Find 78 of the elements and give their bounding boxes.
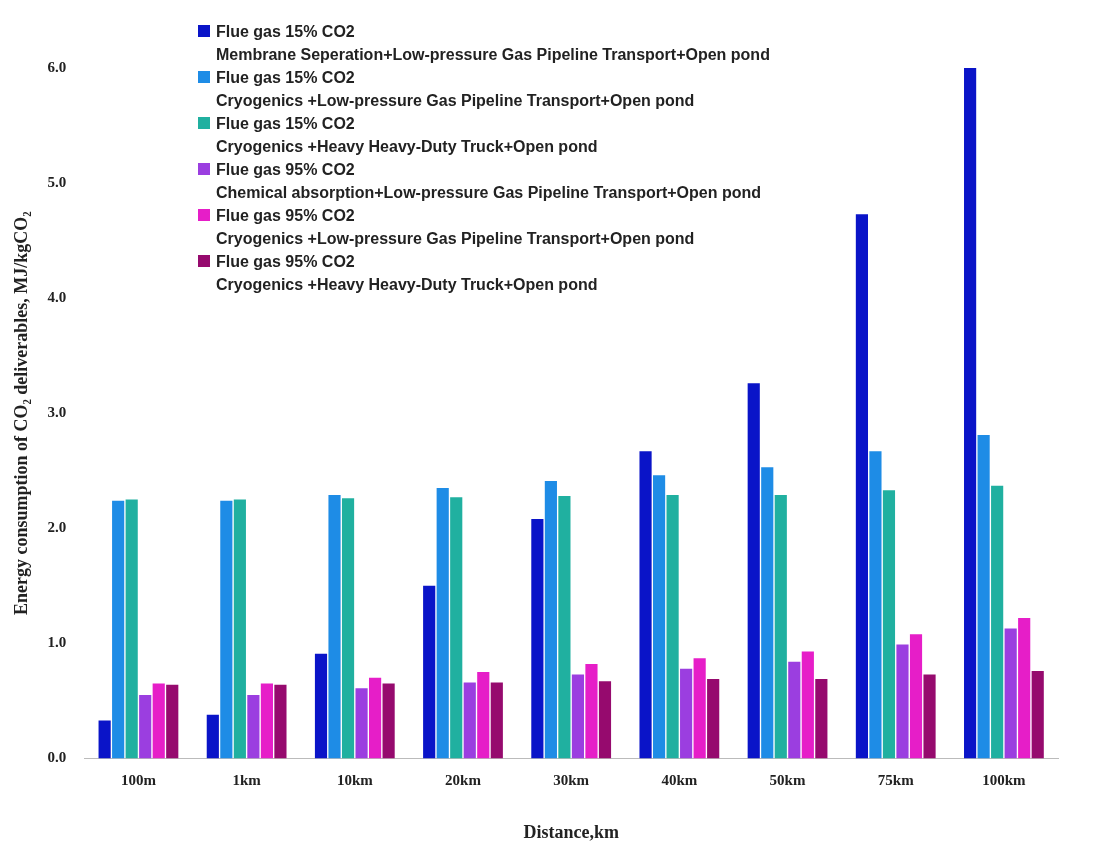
bar bbox=[423, 585, 436, 759]
bar bbox=[571, 674, 585, 759]
x-tick-label: 10km bbox=[336, 772, 374, 789]
bar bbox=[112, 500, 125, 759]
legend-label: Flue gas 95% CO2 Cryogenics +Heavy Heavy-Duty Truck+Open pond bbox=[216, 252, 598, 295]
legend-label: Flue gas 95% CO2 Chemical absorption+Low-pressure Gas Pipeline Transport+Open pond bbox=[216, 160, 761, 203]
bar bbox=[991, 485, 1004, 759]
x-tick-label: 100m bbox=[120, 772, 157, 789]
bar bbox=[909, 634, 923, 759]
bar bbox=[369, 677, 382, 759]
bar bbox=[355, 688, 368, 759]
bar bbox=[774, 494, 787, 759]
bar bbox=[314, 653, 328, 759]
bar bbox=[558, 496, 571, 759]
y-tick-label: 6.0 bbox=[47, 58, 67, 75]
y-tick-label: 0.0 bbox=[47, 749, 67, 766]
bar bbox=[98, 720, 111, 759]
bar bbox=[247, 695, 260, 759]
x-tick-label: 30km bbox=[553, 772, 590, 789]
bar bbox=[801, 651, 814, 759]
bar bbox=[152, 683, 165, 759]
y-tick-label: 2.0 bbox=[47, 519, 67, 536]
bar bbox=[463, 682, 476, 759]
bar bbox=[815, 679, 828, 759]
y-tick-label: 5.0 bbox=[47, 173, 67, 190]
bar bbox=[869, 451, 882, 759]
bar bbox=[233, 499, 246, 759]
bar bbox=[477, 672, 490, 759]
y-tick-label: 1.0 bbox=[47, 634, 67, 651]
bar bbox=[125, 499, 138, 759]
bar bbox=[1018, 618, 1031, 759]
legend-label: Flue gas 15% CO2 Cryogenics +Low-pressure Gas Pipeline Transport+Open pond bbox=[216, 68, 695, 111]
x-tick-label: 100km bbox=[982, 772, 1027, 789]
bar bbox=[707, 679, 720, 759]
bar bbox=[680, 668, 693, 759]
bar bbox=[855, 214, 868, 759]
legend-label: Flue gas 95% CO2 Cryogenics +Low-pressure Gas Pipeline Transport+Open pond bbox=[216, 206, 695, 249]
x-axis-title: Distance,km bbox=[523, 821, 619, 842]
bar bbox=[220, 500, 233, 759]
x-tick-label: 40km bbox=[661, 772, 698, 789]
bar bbox=[639, 451, 652, 759]
bar bbox=[652, 475, 666, 759]
x-tick-label: 75km bbox=[877, 772, 915, 789]
bar bbox=[788, 661, 801, 759]
bar bbox=[206, 714, 219, 759]
bar bbox=[666, 494, 679, 759]
x-tick-label: 50km bbox=[769, 772, 806, 789]
bar bbox=[761, 467, 774, 759]
bar bbox=[166, 684, 179, 759]
bar bbox=[964, 68, 977, 759]
y-tick-label: 4.0 bbox=[47, 289, 67, 306]
bar bbox=[1004, 628, 1017, 759]
bar bbox=[882, 490, 896, 759]
bar bbox=[328, 494, 341, 759]
bar bbox=[341, 498, 355, 759]
bar bbox=[896, 644, 909, 759]
bar bbox=[382, 683, 395, 759]
legend-label: Flue gas 15% CO2 Cryogenics +Heavy Heavy-Duty Truck+Open pond bbox=[216, 114, 598, 157]
bar bbox=[923, 674, 936, 759]
legend-label: Flue gas 15% CO2 Membrane Seperation+Low-pressure Gas Pipeline Transport+Open pond bbox=[216, 22, 770, 65]
bar bbox=[531, 519, 544, 759]
bar bbox=[436, 487, 449, 759]
y-axis-title: Energy consumption of CO₂ deliverables, MJ/kgCO₂ bbox=[11, 211, 32, 616]
bar bbox=[260, 683, 273, 759]
x-tick-label: 1km bbox=[232, 772, 262, 789]
y-tick-label: 3.0 bbox=[47, 404, 67, 421]
bar bbox=[450, 497, 463, 759]
bar bbox=[139, 695, 152, 759]
bar bbox=[544, 481, 557, 759]
bar bbox=[977, 435, 990, 759]
bar bbox=[274, 684, 287, 759]
bar bbox=[747, 383, 760, 759]
bar bbox=[598, 681, 612, 759]
bar bbox=[1031, 670, 1044, 759]
bar bbox=[490, 682, 503, 759]
bar bbox=[585, 664, 598, 759]
x-tick-label: 20km bbox=[445, 772, 482, 789]
bar bbox=[693, 658, 706, 759]
